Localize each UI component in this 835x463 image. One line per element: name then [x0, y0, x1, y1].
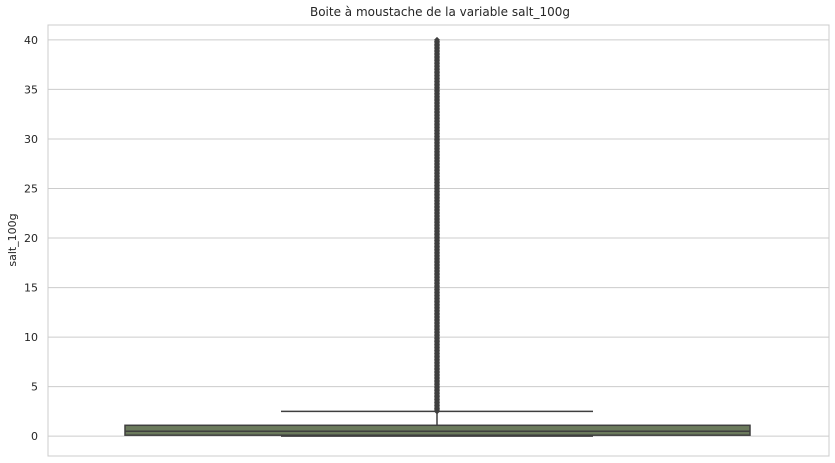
y-tick-label-35: 35 — [24, 83, 38, 96]
y-tick-label-15: 15 — [24, 282, 38, 295]
tick-layer: 0 5 10 15 20 25 30 35 40 — [24, 34, 38, 443]
chart-title: Boite à moustache de la variable salt_10… — [310, 5, 570, 19]
outliers — [434, 36, 440, 415]
outlier-point — [434, 36, 440, 43]
iqr-box — [124, 424, 751, 436]
y-axis-label: salt_100g — [6, 213, 19, 266]
y-tick-label-5: 5 — [31, 381, 38, 394]
y-tick-label-10: 10 — [24, 331, 38, 344]
y-tick-label-40: 40 — [24, 34, 38, 47]
y-tick-label-30: 30 — [24, 133, 38, 146]
y-tick-label-20: 20 — [24, 232, 38, 245]
y-tick-label-25: 25 — [24, 182, 38, 195]
plot-frame — [47, 24, 830, 457]
y-tick-label-0: 0 — [31, 430, 38, 443]
box-plot — [124, 36, 751, 437]
